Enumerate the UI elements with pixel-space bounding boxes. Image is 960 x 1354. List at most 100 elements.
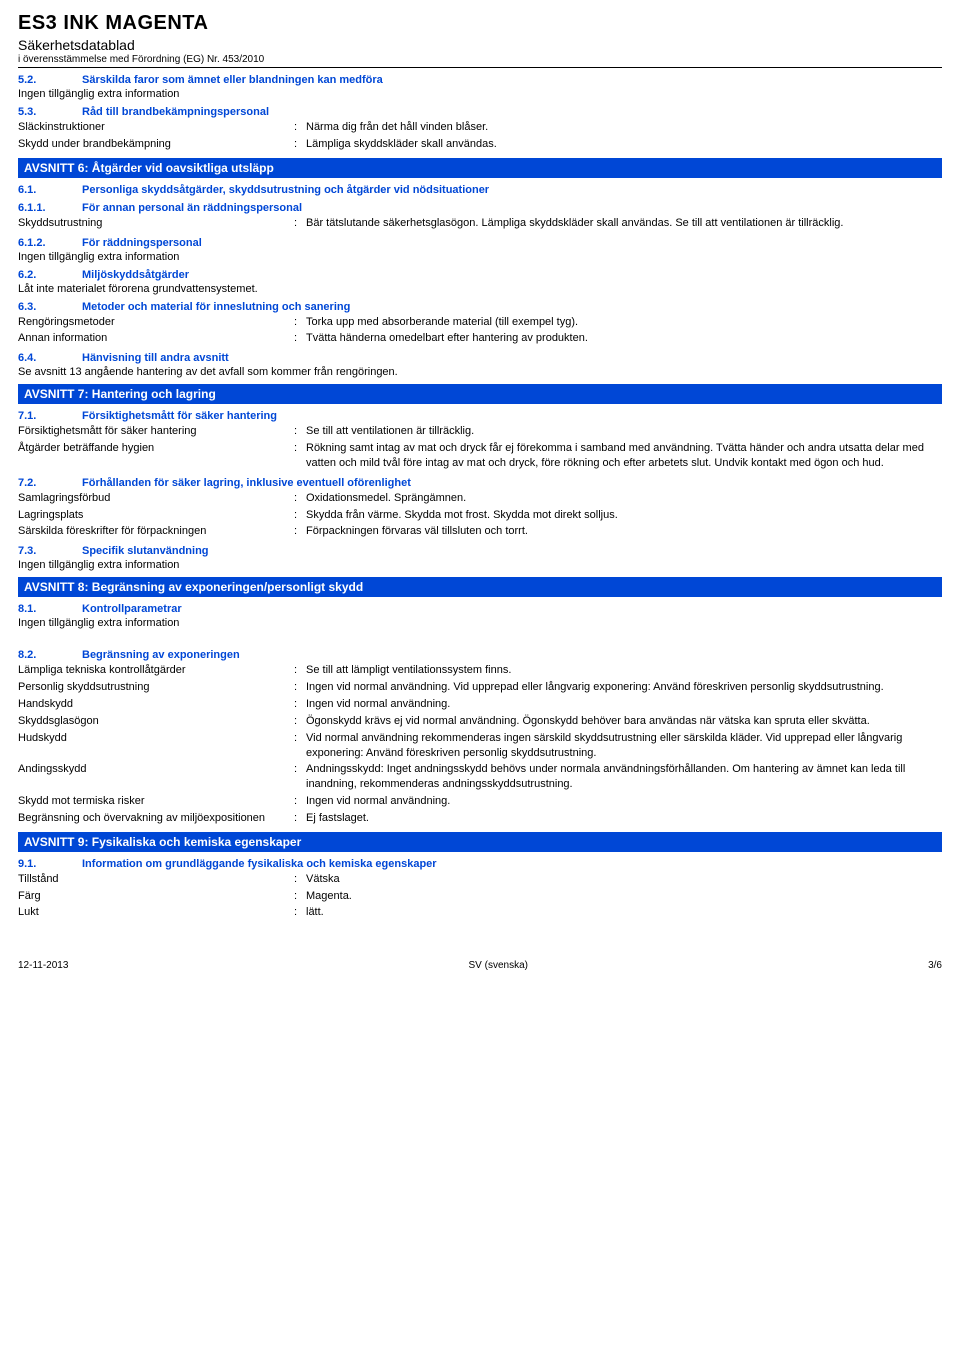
- kv-label: Begränsning och övervakning av miljöexpo…: [18, 811, 294, 826]
- subsection-number: 6.3.: [18, 301, 54, 313]
- body-text: Se avsnitt 13 angående hantering av det …: [18, 366, 942, 378]
- kv-label: Rengöringsmetoder: [18, 315, 294, 330]
- subsection-title: Försiktighetsmått för säker hantering: [82, 410, 277, 422]
- body-text: Låt inte materialet förorena grundvatten…: [18, 283, 942, 295]
- subsection-7-3: 7.3. Specifik slutanvändning: [18, 545, 942, 557]
- kv-value: Förpackningen förvaras väl tillsluten oc…: [306, 524, 942, 539]
- footer-language: SV (svenska): [469, 960, 528, 971]
- subsection-number: 5.3.: [18, 106, 54, 118]
- kv-row: Begränsning och övervakning av miljöexpo…: [18, 811, 942, 826]
- kv-colon: :: [294, 120, 306, 135]
- subsection-6-1-2: 6.1.2. För räddningspersonal: [18, 237, 942, 249]
- subsection-6-4: 6.4. Hänvisning till andra avsnitt: [18, 352, 942, 364]
- subsection-number: 7.2.: [18, 477, 54, 489]
- subsection-number: 7.3.: [18, 545, 54, 557]
- subsection-number: 5.2.: [18, 74, 54, 86]
- kv-label: Skyddsutrustning: [18, 216, 294, 231]
- subsection-number: 6.1.2.: [18, 237, 54, 249]
- kv-label: Hudskydd: [18, 731, 294, 761]
- kv-label: Särskilda föreskrifter för förpackningen: [18, 524, 294, 539]
- kv-value: Bär tätslutande säkerhetsglasögon. Lämpl…: [306, 216, 942, 231]
- no-info-text: Ingen tillgänglig extra information: [18, 559, 942, 571]
- no-info-text: Ingen tillgänglig extra information: [18, 617, 942, 629]
- kv-value: Torka upp med absorberande material (til…: [306, 315, 942, 330]
- kv-row: Tillstånd : Vätska: [18, 872, 942, 887]
- kv-colon: :: [294, 905, 306, 920]
- kv-label: Skydd under brandbekämpning: [18, 137, 294, 152]
- no-info-text: Ingen tillgänglig extra information: [18, 88, 942, 100]
- kv-label: Lagringsplats: [18, 508, 294, 523]
- kv-colon: :: [294, 762, 306, 792]
- kv-value: Ingen vid normal användning.: [306, 794, 942, 809]
- kv-value: lätt.: [306, 905, 942, 920]
- kv-value: Lämpliga skyddskläder skall användas.: [306, 137, 942, 152]
- kv-row: Färg : Magenta.: [18, 889, 942, 904]
- kv-label: Färg: [18, 889, 294, 904]
- kv-row: Lämpliga tekniska kontrollåtgärder : Se …: [18, 663, 942, 678]
- subsection-title: Metoder och material för inneslutning oc…: [82, 301, 350, 313]
- kv-row: Lagringsplats : Skydda från värme. Skydd…: [18, 508, 942, 523]
- subsection-number: 7.1.: [18, 410, 54, 422]
- no-info-text: Ingen tillgänglig extra information: [18, 251, 942, 263]
- subsection-title: Information om grundläggande fysikaliska…: [82, 858, 437, 870]
- document-compliance-note: i överensstämmelse med Förordning (EG) N…: [18, 54, 942, 68]
- kv-label: Annan information: [18, 331, 294, 346]
- kv-row: Personlig skyddsutrustning : Ingen vid n…: [18, 680, 942, 695]
- kv-label: Tillstånd: [18, 872, 294, 887]
- subsection-8-2: 8.2. Begränsning av exponeringen: [18, 649, 942, 661]
- kv-colon: :: [294, 811, 306, 826]
- kv-row: Särskilda föreskrifter för förpackningen…: [18, 524, 942, 539]
- subsection-title: För räddningspersonal: [82, 237, 202, 249]
- kv-colon: :: [294, 331, 306, 346]
- subsection-9-1: 9.1. Information om grundläggande fysika…: [18, 858, 942, 870]
- footer-page-number: 3/6: [928, 960, 942, 971]
- subsection-number: 6.4.: [18, 352, 54, 364]
- kv-label: Försiktighetsmått för säker hantering: [18, 424, 294, 439]
- subsection-7-2: 7.2. Förhållanden för säker lagring, ink…: [18, 477, 942, 489]
- kv-colon: :: [294, 216, 306, 231]
- section-6-header: AVSNITT 6: Åtgärder vid oavsiktliga utsl…: [18, 158, 942, 178]
- kv-row: Skydd under brandbekämpning : Lämpliga s…: [18, 137, 942, 152]
- kv-row: Lukt : lätt.: [18, 905, 942, 920]
- kv-label: Handskydd: [18, 697, 294, 712]
- kv-value: Se till att lämpligt ventilationssystem …: [306, 663, 942, 678]
- kv-label: Lämpliga tekniska kontrollåtgärder: [18, 663, 294, 678]
- page-footer: 12-11-2013 SV (svenska) 3/6: [18, 960, 942, 971]
- subsection-title: Hänvisning till andra avsnitt: [82, 352, 229, 364]
- subsection-number: 6.1.: [18, 184, 54, 196]
- kv-row: Annan information : Tvätta händerna omed…: [18, 331, 942, 346]
- kv-colon: :: [294, 889, 306, 904]
- subsection-title: Begränsning av exponeringen: [82, 649, 240, 661]
- kv-value: Se till att ventilationen är tillräcklig…: [306, 424, 942, 439]
- kv-value: Ingen vid normal användning.: [306, 697, 942, 712]
- kv-value: Ej fastslaget.: [306, 811, 942, 826]
- kv-label: Lukt: [18, 905, 294, 920]
- kv-value: Vätska: [306, 872, 942, 887]
- kv-label: Skydd mot termiska risker: [18, 794, 294, 809]
- kv-row: Skydd mot termiska risker : Ingen vid no…: [18, 794, 942, 809]
- kv-colon: :: [294, 794, 306, 809]
- kv-value: Rökning samt intag av mat och dryck får …: [306, 441, 942, 471]
- subsection-7-1: 7.1. Försiktighetsmått för säker hanteri…: [18, 410, 942, 422]
- subsection-6-2: 6.2. Miljöskyddsåtgärder: [18, 269, 942, 281]
- kv-colon: :: [294, 663, 306, 678]
- kv-value: Andningsskydd: Inget andningsskydd behöv…: [306, 762, 942, 792]
- kv-row: Andingsskydd : Andningsskydd: Inget andn…: [18, 762, 942, 792]
- subsection-title: Kontrollparametrar: [82, 603, 182, 615]
- kv-value: Tvätta händerna omedelbart efter hanteri…: [306, 331, 942, 346]
- subsection-number: 9.1.: [18, 858, 54, 870]
- kv-colon: :: [294, 315, 306, 330]
- kv-row: Hudskydd : Vid normal användning rekomme…: [18, 731, 942, 761]
- kv-row: Åtgärder beträffande hygien : Rökning sa…: [18, 441, 942, 471]
- subsection-title: Personliga skyddsåtgärder, skyddsutrustn…: [82, 184, 489, 196]
- section-8-header: AVSNITT 8: Begränsning av exponeringen/p…: [18, 577, 942, 597]
- subsection-number: 8.1.: [18, 603, 54, 615]
- kv-label: Åtgärder beträffande hygien: [18, 441, 294, 471]
- kv-value: Vid normal användning rekommenderas inge…: [306, 731, 942, 761]
- subsection-title: Miljöskyddsåtgärder: [82, 269, 189, 281]
- kv-row: Handskydd : Ingen vid normal användning.: [18, 697, 942, 712]
- kv-row: Rengöringsmetoder : Torka upp med absorb…: [18, 315, 942, 330]
- kv-colon: :: [294, 524, 306, 539]
- kv-row: Samlagringsförbud : Oxidationsmedel. Spr…: [18, 491, 942, 506]
- document-subtitle: Säkerhetsdatablad: [18, 37, 942, 53]
